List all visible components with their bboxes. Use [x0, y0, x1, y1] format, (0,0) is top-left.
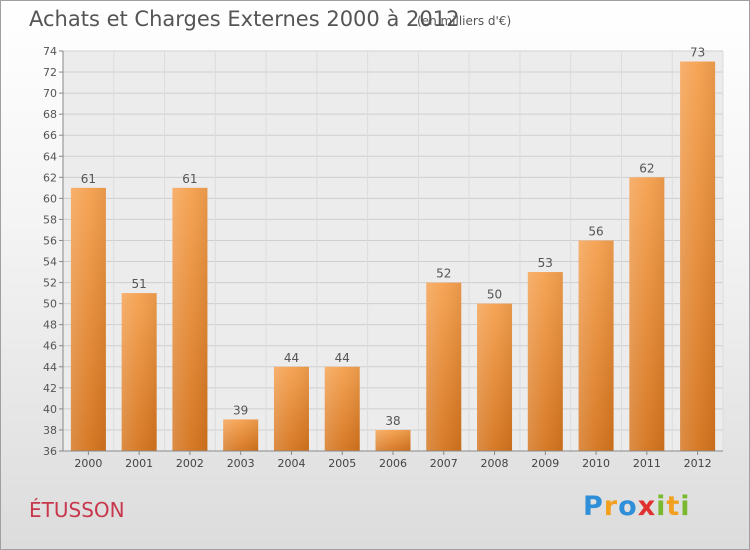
bar-shine — [121, 293, 157, 451]
data-label: 50 — [487, 288, 502, 302]
y-tick-label: 72 — [43, 66, 57, 79]
x-tick-label: 2002 — [176, 457, 204, 470]
y-tick-label: 50 — [43, 298, 57, 311]
y-tick-label: 46 — [43, 340, 57, 353]
data-label: 73 — [690, 46, 705, 60]
chart-subtitle: (en milliers d'€) — [417, 14, 512, 28]
bar-shine — [223, 419, 259, 451]
x-tick-label: 2012 — [684, 457, 712, 470]
bar-shine — [426, 282, 462, 451]
bar-shine — [70, 187, 106, 451]
y-tick-label: 56 — [43, 234, 57, 247]
commune-name: ÉTUSSON — [29, 498, 125, 522]
logo-letter: i — [680, 491, 691, 522]
bar-shine — [527, 272, 563, 451]
chart-title: Achats et Charges Externes 2000 à 2012 — [29, 7, 460, 31]
bar-shine — [172, 187, 208, 451]
y-tick-label: 60 — [43, 192, 57, 205]
logo-letter: t — [666, 491, 681, 522]
data-label: 44 — [284, 351, 299, 365]
y-tick-label: 70 — [43, 87, 57, 100]
y-tick-label: 40 — [43, 403, 57, 416]
logo-letter: o — [618, 491, 638, 522]
data-label: 38 — [385, 414, 400, 428]
x-tick-label: 2003 — [227, 457, 255, 470]
logo-letter: x — [637, 491, 657, 522]
y-tick-label: 44 — [43, 361, 57, 374]
x-tick-label: 2010 — [582, 457, 610, 470]
bar-shine — [578, 240, 614, 451]
x-tick-label: 2008 — [481, 457, 509, 470]
plot-area — [63, 51, 723, 451]
data-label: 62 — [639, 161, 654, 175]
bar-shine — [375, 429, 411, 451]
x-tick-label: 2005 — [328, 457, 356, 470]
data-label: 52 — [436, 267, 451, 281]
y-tick-label: 64 — [43, 150, 57, 163]
x-tick-label: 2009 — [531, 457, 559, 470]
bar-shine — [629, 177, 665, 451]
bar-shine — [680, 61, 716, 452]
y-tick-label: 36 — [43, 445, 57, 458]
bar-shine — [324, 366, 360, 451]
proxiti-logo: Proxiti — [583, 491, 691, 522]
y-tick-label: 52 — [43, 277, 57, 290]
data-label: 56 — [588, 224, 603, 238]
y-tick-label: 38 — [43, 424, 57, 437]
data-label: 53 — [538, 256, 553, 270]
x-tick-label: 2006 — [379, 457, 407, 470]
logo-letter: i — [656, 491, 667, 522]
y-tick-label: 66 — [43, 129, 57, 142]
y-tick-label: 58 — [43, 213, 57, 226]
y-tick-label: 54 — [43, 256, 57, 269]
logo-letter: P — [583, 491, 604, 522]
x-tick-label: 2011 — [633, 457, 661, 470]
y-tick-label: 68 — [43, 108, 57, 121]
y-tick-label: 62 — [43, 171, 57, 184]
bar-shine — [477, 303, 513, 451]
bar-shine — [273, 366, 309, 451]
data-label: 44 — [335, 351, 350, 365]
logo-letter: r — [603, 491, 619, 522]
y-tick-label: 42 — [43, 382, 57, 395]
x-tick-label: 2001 — [125, 457, 153, 470]
data-label: 61 — [81, 172, 96, 186]
data-label: 39 — [233, 403, 248, 417]
x-tick-label: 2007 — [430, 457, 458, 470]
data-label: 51 — [132, 277, 147, 291]
y-tick-label: 74 — [43, 45, 57, 58]
data-label: 61 — [182, 172, 197, 186]
y-tick-label: 48 — [43, 319, 57, 332]
x-tick-label: 2000 — [74, 457, 102, 470]
x-tick-label: 2004 — [277, 457, 305, 470]
